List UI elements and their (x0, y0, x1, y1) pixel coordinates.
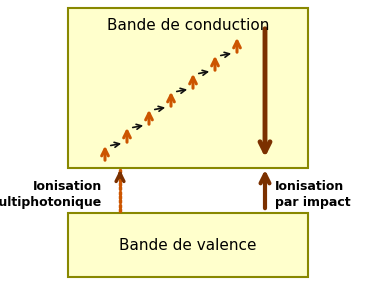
Text: Bande de valence: Bande de valence (119, 237, 257, 253)
Text: par impact: par impact (275, 196, 351, 209)
Text: Bande de conduction: Bande de conduction (107, 18, 269, 33)
Text: Ionisation: Ionisation (275, 180, 344, 193)
Bar (68, 213, 308, 277)
Bar (68, 8, 308, 168)
Text: Ionisation: Ionisation (33, 180, 102, 193)
Text: Multiphotonique: Multiphotonique (0, 196, 102, 209)
